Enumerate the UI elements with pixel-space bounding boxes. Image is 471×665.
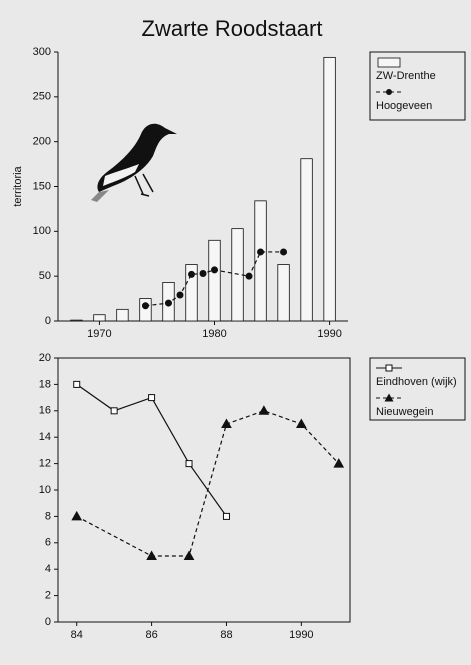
y-tick-label: 100 (33, 225, 51, 237)
marker (74, 381, 80, 387)
x-tick-label: 88 (220, 629, 232, 641)
marker (177, 292, 183, 298)
y-tick-label: 20 (39, 352, 51, 364)
y-tick-label: 18 (39, 378, 51, 390)
legend-swatch (378, 58, 400, 67)
marker (212, 267, 218, 273)
bar (117, 309, 129, 321)
x-tick-label: 1990 (289, 629, 313, 641)
y-tick-label: 300 (33, 46, 51, 58)
chart-title: Zwarte Roodstaart (142, 16, 323, 41)
y-tick-label: 0 (45, 616, 51, 628)
y-tick-label: 12 (39, 458, 51, 470)
y-tick-label: 6 (45, 537, 51, 549)
marker (111, 408, 117, 414)
legend-marker (386, 365, 392, 371)
y-tick-label: 0 (45, 315, 51, 327)
x-tick-label: 86 (145, 629, 157, 641)
page: Zwarte Roodstaart 0501001502002503001970… (0, 0, 471, 665)
y-axis-label: territoria (12, 165, 24, 206)
y-tick-label: 2 (45, 590, 51, 602)
marker (188, 271, 194, 277)
y-tick-label: 16 (39, 405, 51, 417)
marker (142, 303, 148, 309)
x-tick-label: 1980 (202, 328, 226, 340)
marker (246, 273, 252, 279)
y-tick-label: 50 (39, 270, 51, 282)
y-tick-label: 8 (45, 510, 51, 522)
legend-marker (386, 89, 392, 95)
marker (149, 395, 155, 401)
y-tick-label: 14 (39, 431, 51, 443)
x-tick-label: 1990 (317, 328, 341, 340)
bar (94, 315, 106, 321)
marker (223, 513, 229, 519)
marker (186, 461, 192, 467)
y-tick-label: 10 (39, 484, 51, 496)
marker (165, 300, 171, 306)
legend-label: Eindhoven (wijk) (376, 376, 457, 388)
bar (278, 265, 290, 321)
x-tick-label: 84 (71, 629, 83, 641)
legend-label: Nieuwegein (376, 406, 433, 418)
bar (140, 299, 152, 321)
y-tick-label: 250 (33, 91, 51, 103)
bar (71, 320, 83, 321)
bar (209, 240, 221, 321)
marker (281, 249, 287, 255)
marker (200, 270, 206, 276)
legend-label: ZW-Drenthe (376, 70, 436, 82)
y-tick-label: 150 (33, 180, 51, 192)
bar (301, 159, 313, 321)
bar (324, 57, 336, 321)
marker (258, 249, 264, 255)
y-tick-label: 200 (33, 136, 51, 148)
x-tick-label: 1970 (87, 328, 111, 340)
legend-label: Hoogeveen (376, 100, 432, 112)
y-tick-label: 4 (45, 563, 51, 575)
bar (232, 229, 244, 321)
